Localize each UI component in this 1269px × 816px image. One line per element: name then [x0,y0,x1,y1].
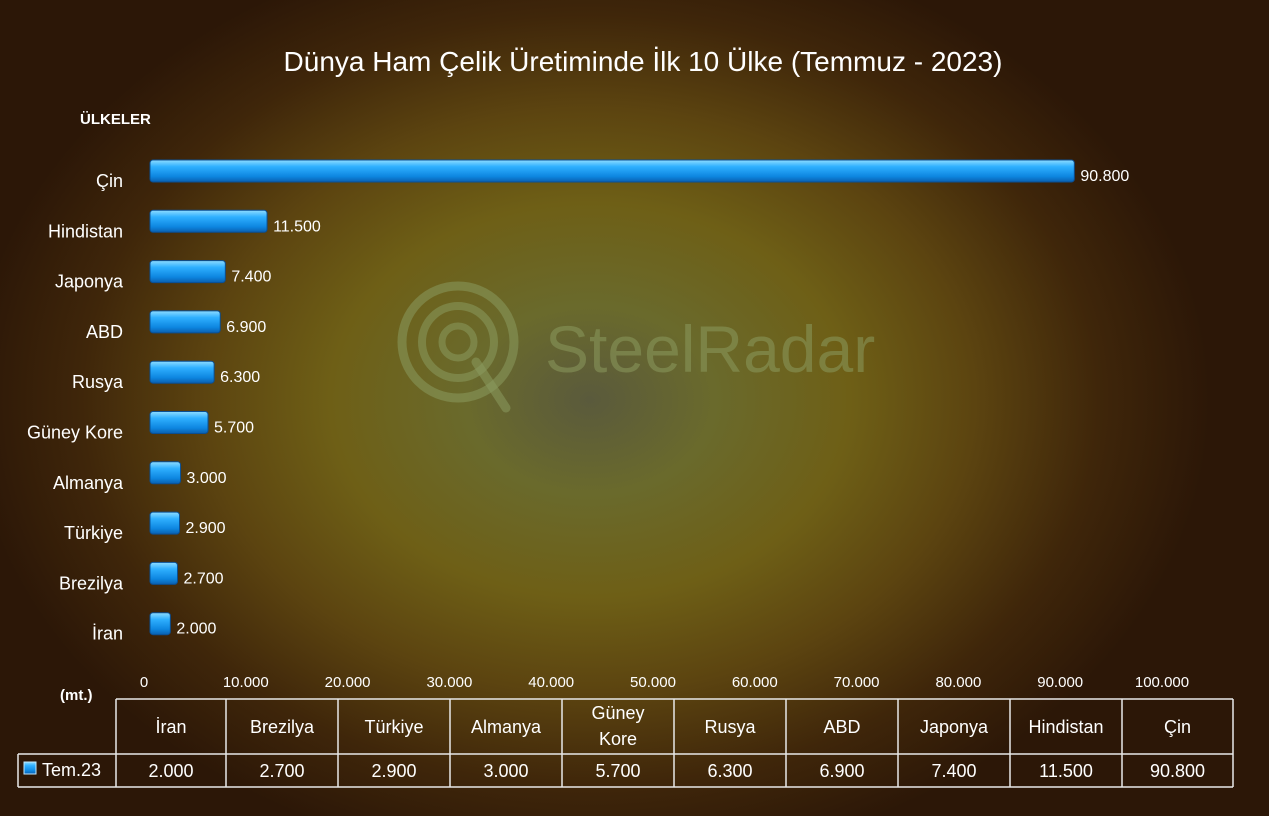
category-label-9: İran [92,624,123,644]
bar-2 [149,260,226,284]
category-label-6: Almanya [53,473,124,493]
table-header-7: Japonya [920,717,989,737]
x-tick-label-9: 90.000 [1037,674,1083,691]
data-table: İran Brezilya Türkiye Almanya Güney Kore Rusya… [17,698,1234,788]
x-tick-label-10: 100.000 [1135,674,1189,691]
x-tick-label-4: 40.000 [528,674,574,691]
table-value-6: 6.900 [819,761,864,781]
category-label-5: Güney Kore [27,423,123,443]
table-header-2: Türkiye [364,717,423,737]
data-label-2: 7.400 [231,269,271,286]
category-label-7: Türkiye [64,523,123,543]
table-value-0: 2.000 [148,761,193,781]
x-tick-label-6: 60.000 [732,674,778,691]
table-headers: İran Brezilya Türkiye Almanya Güney Kore Rusya… [155,703,1191,749]
table-header-1: Brezilya [250,717,315,737]
bar-9 [149,612,171,636]
data-label-8: 2.700 [183,570,223,587]
data-labels: 90.800 11.500 7.400 6.900 6.300 5.700 3.000 2.9… [176,168,1129,638]
category-label-1: Hindistan [48,221,123,241]
table-value-7: 7.400 [931,761,976,781]
table-value-8: 11.500 [1039,761,1093,781]
watermark: SteelRadar [397,281,875,413]
x-tick-label-7: 70.000 [834,674,880,691]
data-label-9: 2.000 [176,621,216,638]
radar-icon [397,281,519,413]
x-axis-unit: (mt.) [60,687,93,704]
bar-4 [149,360,215,384]
x-tick-label-1: 10.000 [223,674,269,691]
category-label-8: Brezilya [59,573,124,593]
table-values: 2.000 2.700 2.900 3.000 5.700 6.300 6.900 7.400… [148,761,1205,781]
bar-6 [149,461,182,485]
table-header-0: İran [155,717,186,737]
data-label-6: 3.000 [187,470,227,487]
x-tick-label-5: 50.000 [630,674,676,691]
bar-8 [149,561,178,585]
x-tick-label-2: 20.000 [325,674,371,691]
table-value-5: 6.300 [707,761,752,781]
table-value-4: 5.700 [595,761,640,781]
bar-7 [149,511,181,535]
chart-title: Dünya Ham Çelik Üretiminde İlk 10 Ülke (… [284,46,1003,77]
table-value-9: 90.800 [1150,761,1205,781]
x-tick-label-0: 0 [140,674,148,691]
table-header-5: Rusya [704,717,756,737]
bar-5 [149,411,209,434]
legend-swatch [23,761,37,775]
bar-3 [149,310,221,334]
category-labels: Çin Hindistan Japonya ABD Rusya Güney Kore Alm… [27,171,124,644]
category-label-4: Rusya [72,372,124,392]
bar-1 [149,209,268,233]
table-header-8: Hindistan [1028,717,1103,737]
watermark-text: SteelRadar [545,312,875,386]
data-label-0: 90.800 [1080,168,1129,185]
x-axis-ticks: 0 10.000 20.000 30.000 40.000 50.000 60.000 70.… [140,674,1189,691]
y-axis-title: ÜLKELER [80,111,151,128]
table-header-4: Güney Kore [591,703,644,749]
legend-label: Tem.23 [42,760,101,780]
x-tick-label-3: 30.000 [426,674,472,691]
legend-entry: Tem.23 [23,760,101,780]
table-header-9: Çin [1164,717,1191,737]
category-label-2: Japonya [55,272,124,292]
data-label-7: 2.900 [186,520,226,537]
table-header-6: ABD [823,717,860,737]
data-label-4: 6.300 [220,369,260,386]
bars-group [149,159,1075,636]
table-value-1: 2.700 [259,761,304,781]
bar-0 [149,159,1075,183]
table-header-3: Almanya [471,717,542,737]
table-value-2: 2.900 [371,761,416,781]
data-label-3: 6.900 [226,319,266,336]
x-tick-label-8: 80.000 [935,674,981,691]
table-value-3: 3.000 [483,761,528,781]
category-label-3: ABD [86,322,123,342]
data-label-5: 5.700 [214,420,254,437]
table-grid [17,698,1234,788]
data-label-1: 11.500 [273,218,321,235]
category-label-0: Çin [96,171,123,191]
